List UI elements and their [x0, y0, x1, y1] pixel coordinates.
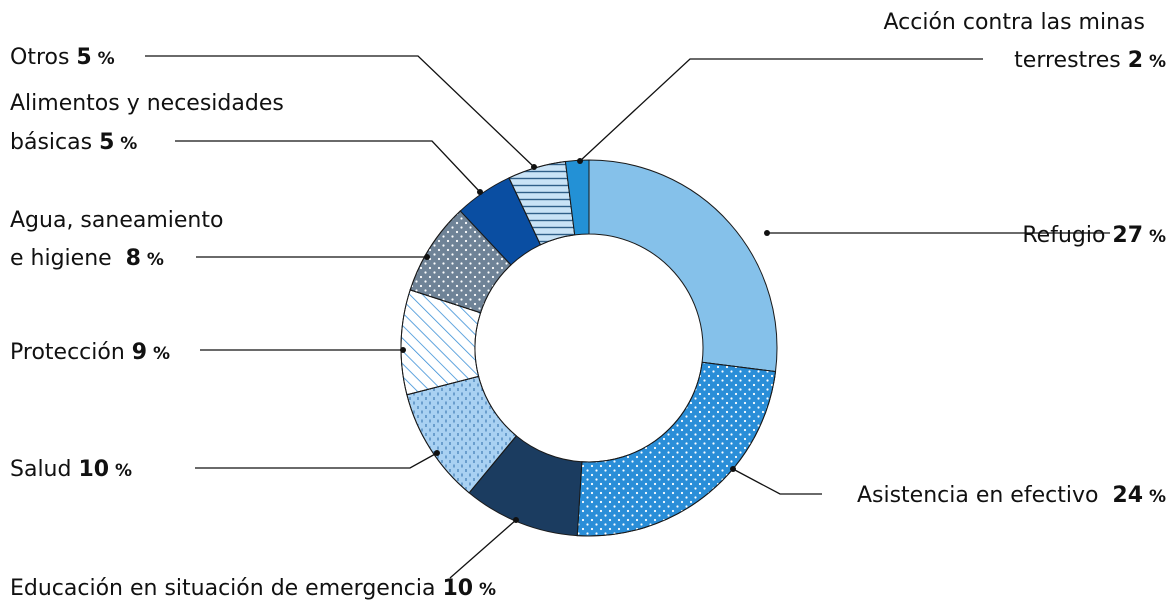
- leader-dot-salud: [434, 450, 440, 456]
- leader-alimentos: [175, 140, 481, 193]
- leader-asistencia: [732, 468, 822, 495]
- leader-educacion: [449, 519, 517, 579]
- donut-slices: [400, 159, 778, 537]
- label-salud: Salud 10 %: [10, 457, 132, 482]
- leader-otros: [145, 55, 535, 168]
- slice-accion-contra-las-minas-terrestres: [564, 159, 590, 236]
- label-educacion: Educación en situación de emergencia 10 …: [10, 576, 496, 601]
- slice-refugio: [588, 159, 778, 373]
- leader-dot-asistencia: [730, 466, 736, 472]
- leader-dot-educacion: [513, 517, 519, 523]
- slice-labels: Refugio 27 % Asistencia en efectivo 24 %…: [10, 10, 1166, 601]
- label-alimentos-line2: básicas 5 %: [10, 130, 137, 155]
- leader-dot-alimentos: [477, 189, 483, 195]
- slice-pattern-asistencia-en-efectivo: [576, 361, 777, 537]
- leader-dot-proteccion: [400, 347, 406, 353]
- leader-dot-minas: [577, 158, 583, 164]
- label-asistencia: Asistencia en efectivo 24 %: [857, 483, 1166, 508]
- leader-salud: [195, 452, 438, 469]
- leader-dot-agua: [424, 254, 430, 260]
- label-alimentos-line1: Alimentos y necesidades: [10, 91, 284, 116]
- label-minas-line2: terrestres 2 %: [1014, 48, 1166, 73]
- label-refugio: Refugio 27 %: [1022, 223, 1166, 248]
- label-agua-line1: Agua, saneamiento: [10, 208, 223, 233]
- label-otros: Otros 5 %: [10, 45, 115, 70]
- label-minas-line1: Acción contra las minas: [884, 10, 1146, 35]
- label-proteccion: Protección 9 %: [10, 340, 170, 365]
- label-agua-line2: e higiene 8 %: [10, 246, 164, 271]
- leader-lines: [145, 55, 1110, 579]
- leader-dot-otros: [531, 164, 537, 170]
- leader-dot-refugio: [764, 230, 770, 236]
- leader-minas: [579, 58, 983, 162]
